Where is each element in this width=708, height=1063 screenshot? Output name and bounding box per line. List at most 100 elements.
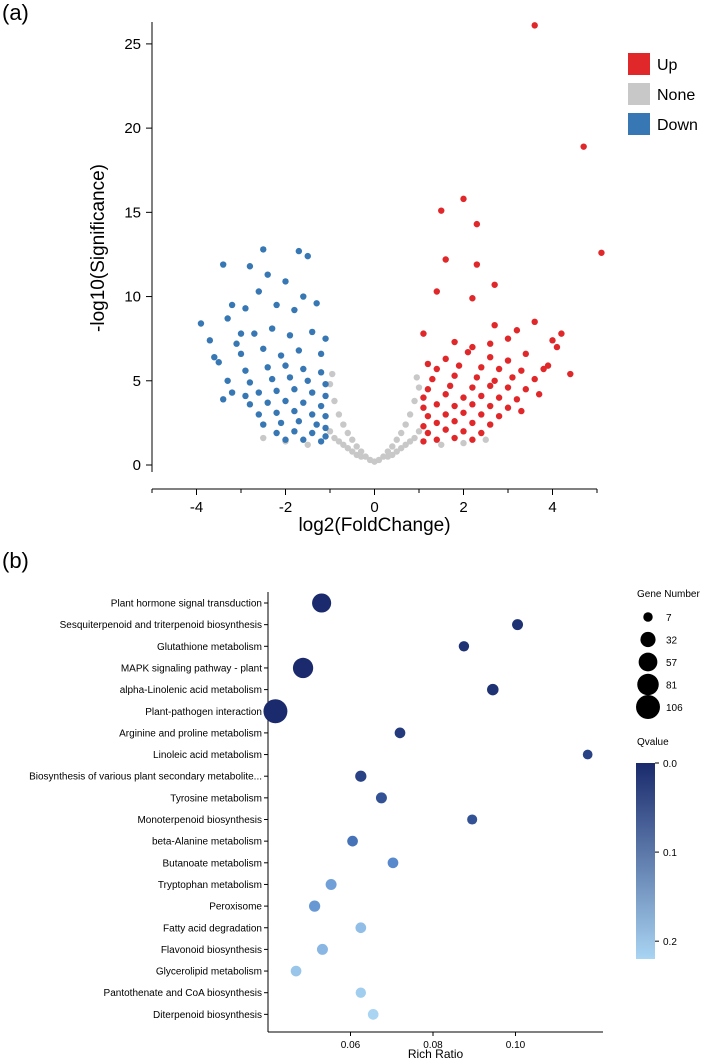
legend-label-none: None <box>657 87 695 104</box>
volcano-point-down <box>242 305 249 312</box>
volcano-point-none <box>331 434 338 442</box>
volcano-point-none <box>482 436 489 443</box>
enrichment-point <box>512 619 524 631</box>
gene-number-legend-label: 57 <box>666 658 678 669</box>
enrichment-x-tick-label: 0.10 <box>506 1040 526 1051</box>
pathway-label: Pantothenate and CoA biosynthesis <box>104 988 262 999</box>
volcano-y-axis-title: -log10(Significance) <box>88 164 109 332</box>
enrichment-point <box>316 943 328 955</box>
volcano-point-none <box>353 443 360 450</box>
volcano-point-up <box>433 288 440 295</box>
volcano-point-down <box>215 359 222 366</box>
enrichment-tick-labels: 0.06 0.08 0.10 <box>341 1040 526 1051</box>
volcano-point-up <box>522 350 529 358</box>
volcano-point-up <box>518 407 525 415</box>
gene-number-legend-dot <box>640 631 656 648</box>
volcano-point-down <box>220 396 227 403</box>
legend-label-up: Up <box>657 57 678 74</box>
volcano-point-down <box>282 436 289 443</box>
volcano-point-up <box>446 382 454 390</box>
volcano-legend: Up None Down <box>628 53 698 135</box>
volcano-point-none <box>398 429 405 437</box>
volcano-point-down <box>300 293 307 300</box>
gene-number-legend-dot <box>638 652 658 672</box>
volcano-point-down <box>237 350 245 358</box>
volcano-point-down <box>206 337 214 344</box>
volcano-point-down <box>291 386 298 393</box>
qvalue-colorbar-label: 0.0 <box>663 759 677 770</box>
volcano-point-none <box>329 370 336 378</box>
volcano-point-down <box>273 409 280 416</box>
enrichment-point <box>292 657 314 679</box>
volcano-point-up <box>469 436 476 443</box>
pathway-label: Plant hormone signal transduction <box>111 599 262 610</box>
volcano-point-down <box>277 352 285 359</box>
volcano-x-tick-label: 4 <box>548 499 556 516</box>
volcano-point-up <box>424 412 432 420</box>
pathway-label: Peroxisome <box>209 902 262 913</box>
panel-b-label: (b) <box>2 548 29 573</box>
volcano-point-none <box>406 411 414 418</box>
volcano-point-up <box>487 421 494 428</box>
volcano-point-up <box>469 384 476 391</box>
volcano-point-none <box>393 436 400 443</box>
pathway-label: Fatty acid degradation <box>163 923 262 934</box>
volcano-point-up <box>442 426 449 433</box>
volcano-point-up <box>491 377 498 384</box>
volcano-x-tick-label: -4 <box>190 499 203 516</box>
volcano-point-up <box>424 429 432 437</box>
volcano-point-down <box>260 421 267 428</box>
volcano-point-none <box>260 434 267 442</box>
volcano-point-up <box>460 195 467 203</box>
volcano-point-down <box>304 252 311 260</box>
volcano-point-up <box>442 411 449 418</box>
volcano-point-up <box>531 375 538 383</box>
volcano-point-down <box>273 387 280 395</box>
volcano-point-up <box>504 357 512 364</box>
pathway-label: Sesquiterpenoid and triterpenoid biosynt… <box>60 620 262 631</box>
volcano-point-none <box>344 444 351 452</box>
volcano-point-down <box>237 330 245 337</box>
volcano-point-none <box>415 428 423 435</box>
volcano-point-down <box>255 288 262 295</box>
volcano-point-down <box>246 401 254 408</box>
volcano-point-up <box>455 362 463 369</box>
volcano-point-down <box>211 353 218 361</box>
volcano-point-up <box>469 419 476 427</box>
volcano-point-down <box>322 380 329 388</box>
volcano-point-up <box>531 22 538 29</box>
volcano-point-none <box>362 453 369 460</box>
volcano-point-down <box>277 419 285 427</box>
volcano-point-up <box>598 249 605 256</box>
gene-number-legend-dot <box>636 695 660 719</box>
volcano-point-none <box>344 429 351 437</box>
volcano-point-none <box>389 451 396 459</box>
enrichment-point <box>487 683 499 696</box>
volcano-point-down <box>291 428 298 435</box>
volcano-point-up <box>513 396 521 403</box>
legend-swatch-down <box>628 113 650 135</box>
volcano-point-up <box>442 391 449 398</box>
volcano-point-down <box>228 301 236 309</box>
pathway-label: Flavonoid biosynthesis <box>161 945 262 956</box>
volcano-point-up <box>433 401 440 408</box>
volcano-point-down <box>224 315 231 322</box>
qvalue-legend-title: Qvalue <box>637 737 669 748</box>
volcano-point-none <box>326 428 334 435</box>
volcano-point-down <box>317 350 325 358</box>
enrichment-point <box>355 922 367 934</box>
volcano-point-down <box>295 347 303 354</box>
volcano-point-down <box>264 364 271 371</box>
volcano-point-none <box>411 397 418 405</box>
volcano-tick-labels: 0 5 10 15 20 25 -4 -2 0 2 4 <box>124 36 556 516</box>
pathway-label: Butanoate metabolism <box>162 858 262 869</box>
volcano-point-up <box>518 367 525 374</box>
volcano-point-none <box>340 441 347 448</box>
enrichment-point <box>312 593 332 613</box>
qvalue-colorbar-rect <box>636 763 655 959</box>
volcano-point-down <box>309 328 316 336</box>
volcano-point-up <box>549 337 556 344</box>
volcano-point-up <box>438 207 445 214</box>
volcano-point-up <box>478 429 485 437</box>
legend-swatch-up <box>628 53 650 75</box>
